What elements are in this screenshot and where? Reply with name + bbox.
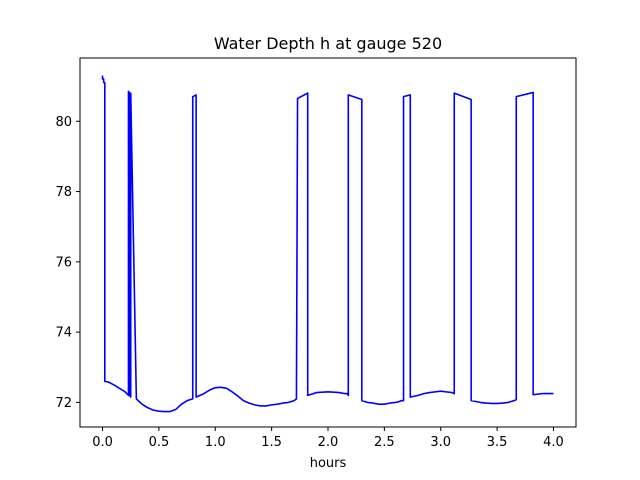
x-tick-label: 0.5 <box>149 435 170 450</box>
chart-title: Water Depth h at gauge 520 <box>214 34 442 53</box>
y-tick-label: 78 <box>55 185 72 200</box>
y-tick-label: 72 <box>55 396 72 411</box>
x-tick-label: 3.0 <box>430 435 451 450</box>
x-tick-label: 4.0 <box>543 435 564 450</box>
x-tick-label: 2.5 <box>374 435 395 450</box>
y-tick-label: 74 <box>55 326 72 341</box>
x-tick-label: 2.0 <box>318 435 339 450</box>
y-tick-label: 80 <box>55 115 72 130</box>
x-tick-label: 1.5 <box>261 435 282 450</box>
series-line-water-depth <box>101 75 554 413</box>
y-axis-ticks: 72 74 76 78 80 <box>55 115 80 411</box>
x-tick-label: 0.0 <box>92 435 113 450</box>
x-axis-ticks: 0.0 0.5 1.0 1.5 2.0 2.5 3.0 3.5 4.0 <box>92 427 564 450</box>
y-tick-label: 76 <box>55 255 72 270</box>
plot-area <box>101 75 554 413</box>
x-tick-label: 1.0 <box>205 435 226 450</box>
x-axis-label: hours <box>310 456 347 471</box>
x-tick-label: 3.5 <box>487 435 508 450</box>
